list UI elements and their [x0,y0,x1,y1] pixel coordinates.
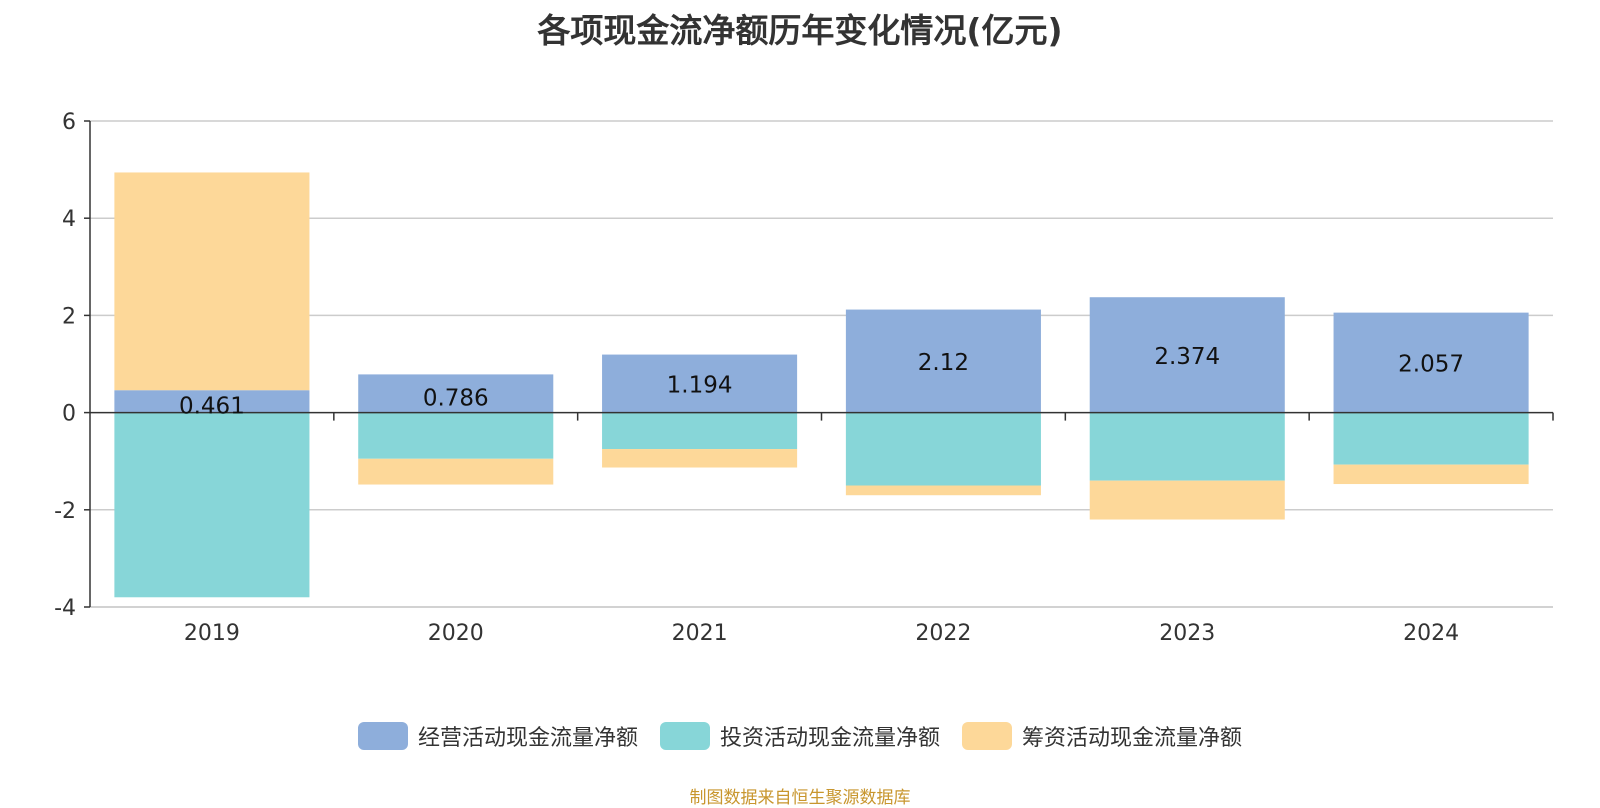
data-labels: 0.461 0.786 1.194 2.12 2.374 2.057 [179,344,1464,419]
legend-swatch-financing [962,722,1012,750]
bar-financing-2023[interactable] [1089,480,1285,520]
bar-investing-2020[interactable] [358,412,554,459]
x-tick-label: 2023 [1159,621,1215,646]
data-label: 0.786 [423,386,489,412]
x-tick-label: 2024 [1403,621,1459,646]
bar-operating-2019[interactable] [114,390,310,413]
legend-swatch-operating [357,722,408,750]
legend-swatch-investing [659,722,710,750]
bar-operating-2021[interactable] [602,354,798,413]
y-tick-label: -2 [54,499,76,524]
y-tick-label: 4 [62,207,76,232]
bar-financing-2019[interactable] [114,172,310,391]
bar-financing-2024[interactable] [1333,464,1529,485]
legend-label-financing: 筹资活动现金流量净额 [1022,726,1243,751]
bars [114,172,1529,598]
y-tick-label: 6 [62,110,76,135]
x-tick-label: 2022 [915,621,971,646]
source-note: 制图数据来自恒生聚源数据库 [689,788,911,808]
y-tick-label: -4 [54,596,76,621]
legend-label-investing: 投资活动现金流量净额 [719,726,940,751]
y-tick-label: 0 [62,402,76,427]
bar-financing-2020[interactable] [358,458,554,485]
y-tick-label: 2 [62,304,76,329]
bar-operating-2024[interactable] [1333,312,1529,413]
x-tick-label: 2020 [428,621,484,646]
data-label: 1.194 [667,373,733,399]
legend-item-operating[interactable]: 经营活动现金流量净额 [357,720,638,752]
bar-financing-2022[interactable] [845,485,1041,496]
bar-operating-2020[interactable] [358,374,554,413]
bar-operating-2023[interactable] [1089,297,1285,413]
bar-investing-2023[interactable] [1089,412,1285,481]
chart-title: 各项现金流净额历年变化情况(亿元) [537,11,1063,50]
bar-investing-2021[interactable] [602,412,798,450]
data-label: 0.461 [179,393,245,419]
data-label: 2.12 [918,350,969,376]
legend-label-operating: 经营活动现金流量净额 [417,726,638,751]
bar-financing-2021[interactable] [602,449,798,468]
bar-investing-2019[interactable] [114,412,310,598]
bar-operating-2022[interactable] [845,309,1041,413]
data-label: 2.374 [1154,344,1220,370]
x-tick-label: 2021 [672,621,728,646]
x-tick-label: 2019 [184,621,240,646]
bar-investing-2022[interactable] [845,412,1041,486]
legend-item-financing[interactable]: 筹资活动现金流量净额 [962,720,1242,752]
bar-investing-2024[interactable] [1333,412,1529,465]
axes: -4 -2 0 2 4 6 2019 2020 2021 2022 2023 2024 [54,110,1554,646]
data-label: 2.057 [1398,352,1464,378]
legend: 经营活动现金流量净额 投资活动现金流量净额 筹资活动现金流量净额 [0,720,1600,752]
legend-item-investing[interactable]: 投资活动现金流量净额 [659,720,940,752]
